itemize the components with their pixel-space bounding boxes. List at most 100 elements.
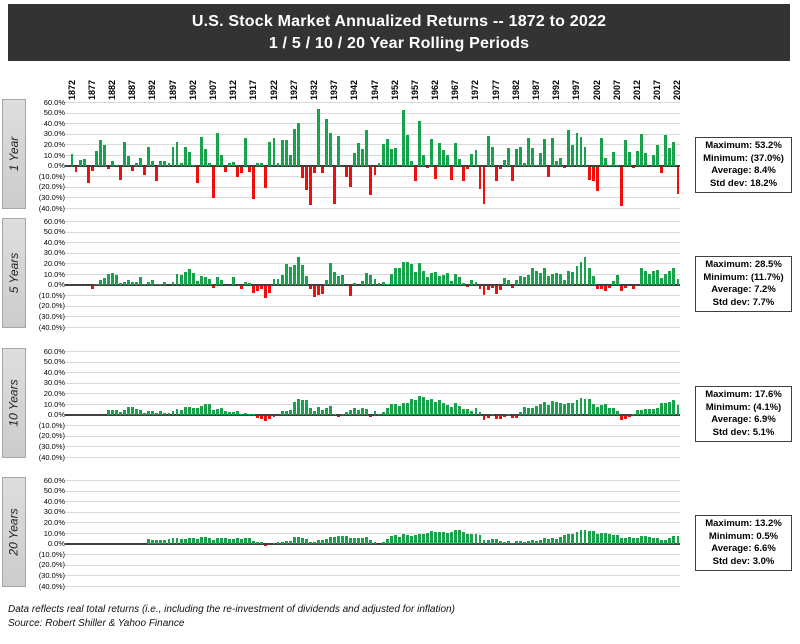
- return-bar-1988: [539, 540, 543, 544]
- return-bar-1895: [163, 281, 167, 285]
- return-bar-2022: [676, 404, 680, 415]
- return-bar-1907: [211, 286, 215, 289]
- return-bar-1956: [409, 399, 413, 415]
- return-bar-1900: [183, 406, 187, 415]
- return-bar-2019: [664, 274, 668, 285]
- return-bar-1984: [523, 276, 526, 285]
- return-bar-1935: [325, 538, 328, 544]
- return-bar-1938: [337, 416, 341, 417]
- return-bar-1955: [405, 403, 409, 415]
- return-bar-2018: [660, 167, 664, 174]
- return-bar-1914: [240, 167, 244, 174]
- return-bar-1893: [155, 167, 159, 181]
- return-bar-1976: [490, 286, 494, 289]
- return-bar-1991: [551, 538, 555, 544]
- return-bar-1903: [195, 281, 199, 285]
- return-bar-1898: [175, 274, 179, 285]
- return-bar-1901: [187, 538, 191, 544]
- return-bar-2021: [672, 268, 676, 285]
- return-bar-2006: [611, 408, 615, 415]
- return-bar-1951: [389, 148, 393, 166]
- return-bar-1931: [308, 167, 312, 206]
- return-bar-1892: [151, 539, 155, 544]
- return-bar-1959: [422, 396, 425, 415]
- return-bar-1897: [171, 411, 175, 415]
- return-bar-1962: [434, 402, 438, 415]
- return-bar-1880: [102, 145, 106, 166]
- return-bar-2014: [644, 270, 648, 285]
- gridline: [65, 231, 680, 233]
- return-bar-1978: [498, 167, 502, 170]
- return-bar-1933: [316, 539, 320, 544]
- return-bar-2005: [607, 286, 611, 288]
- return-bar-1960: [426, 533, 429, 544]
- return-bar-1945: [365, 272, 369, 285]
- zero-axis-line: [65, 543, 680, 546]
- return-bar-1954: [401, 262, 405, 285]
- return-bar-1906: [207, 279, 211, 285]
- stat-minimum: Minimum: (37.0%): [703, 152, 784, 164]
- panel-20-years-plot: [65, 480, 680, 587]
- return-bar-1895: [163, 412, 167, 415]
- gridline: [65, 123, 680, 125]
- return-bar-1884: [119, 167, 122, 180]
- return-bar-1966: [450, 280, 454, 285]
- year-tick-label: 1877: [86, 79, 97, 100]
- return-bar-1901: [187, 407, 191, 415]
- year-tick-label: 1962: [430, 79, 441, 100]
- panel-5-years: 5 Years 60.0% 50.0% 40.0% 30.0% 20.0% 10.0% 0.…: [0, 217, 800, 331]
- return-bar-1983: [518, 276, 522, 285]
- x-axis-year-labels: 1872 1877 1882 1887 1892 1897 1902 1907 1912 1917…: [0, 62, 800, 100]
- return-bar-1915: [244, 138, 248, 166]
- return-bar-1964: [442, 531, 446, 544]
- return-bar-1993: [559, 274, 563, 285]
- return-bar-1975: [486, 286, 490, 290]
- return-bar-1927: [292, 537, 296, 544]
- return-bar-1999: [583, 529, 587, 544]
- return-bar-1891: [147, 281, 151, 285]
- return-bar-1918: [256, 286, 260, 291]
- return-bar-1933: [316, 109, 320, 166]
- y-tick-label: (20.0%): [38, 560, 65, 570]
- return-bar-1902: [191, 164, 195, 166]
- return-bar-1956: [409, 161, 413, 166]
- gridline: [65, 554, 680, 556]
- return-bar-1978: [498, 541, 502, 544]
- return-bar-1944: [361, 281, 365, 285]
- return-bar-1920: [264, 167, 268, 189]
- return-bar-1973: [478, 167, 482, 190]
- return-bar-1946: [369, 167, 373, 195]
- return-bar-1908: [215, 277, 219, 285]
- return-bar-1976: [490, 146, 494, 166]
- return-bar-1963: [438, 531, 442, 544]
- return-bar-1938: [337, 276, 341, 285]
- return-bar-1988: [539, 272, 543, 285]
- return-bar-1941: [349, 409, 353, 415]
- return-bar-2015: [648, 409, 652, 415]
- return-bar-1936: [329, 406, 332, 415]
- return-bar-2000: [587, 167, 591, 180]
- gridline: [65, 393, 680, 395]
- return-bar-1996: [571, 145, 575, 166]
- return-bar-1951: [389, 536, 393, 544]
- return-bar-1887: [131, 167, 135, 172]
- return-bar-1916: [248, 283, 252, 285]
- return-bar-2011: [632, 538, 635, 544]
- y-tick-label: 0.0%: [47, 161, 65, 171]
- return-bar-1997: [575, 266, 579, 285]
- return-bar-1894: [159, 540, 163, 544]
- return-bar-1972: [474, 407, 478, 415]
- gridline: [65, 435, 680, 437]
- return-bar-1913: [236, 538, 240, 544]
- return-bar-1947: [373, 411, 377, 415]
- return-bar-1995: [567, 534, 571, 544]
- return-bar-2009: [623, 140, 627, 166]
- panel-10-years-plot: [65, 351, 680, 458]
- return-bar-1975: [486, 135, 490, 166]
- return-bar-1982: [514, 148, 518, 166]
- return-bar-1883: [114, 409, 118, 415]
- return-bar-1935: [325, 408, 328, 415]
- return-bar-1931: [308, 407, 312, 415]
- return-bar-1949: [381, 282, 385, 285]
- return-bar-1909: [220, 408, 223, 415]
